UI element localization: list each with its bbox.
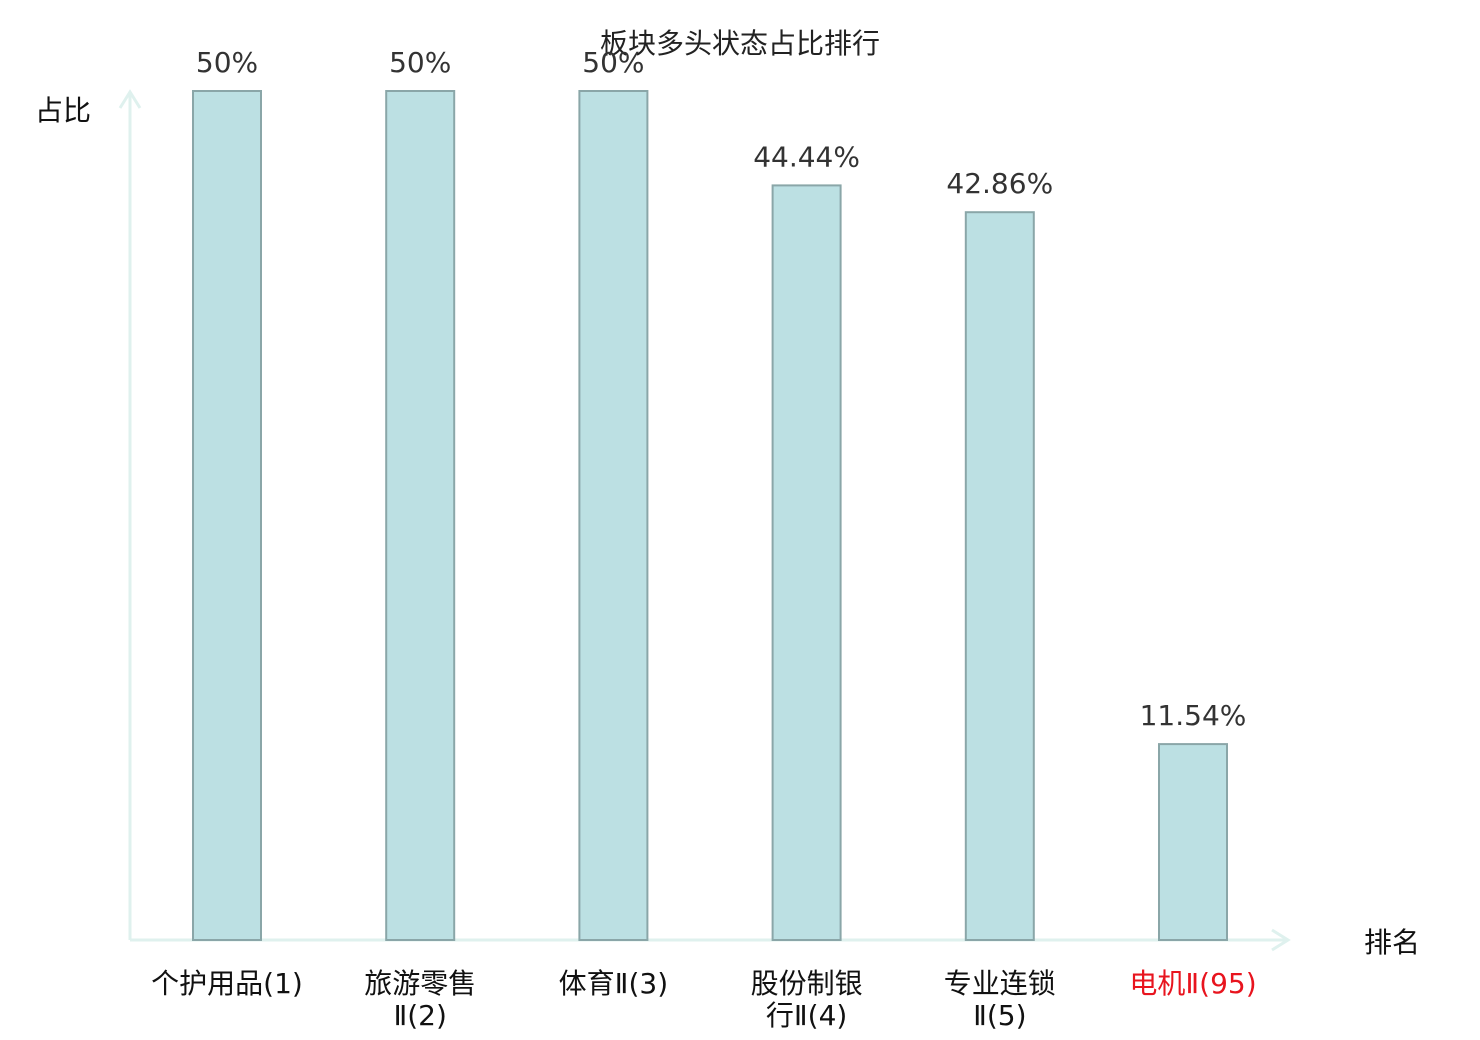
x-tick-label-4-line-2: 行Ⅱ(4) [766,999,847,1032]
x-tick-label-2-line-2: Ⅱ(2) [393,999,446,1032]
bar-2 [385,90,456,941]
axes [118,89,1291,952]
bar-3 [578,90,649,941]
x-tick-label-5: 专业连锁 Ⅱ(5) [944,967,1056,1032]
bar-6 [1158,743,1228,941]
x-tick-labels: 个护用品(1) 旅游零售 Ⅱ(2) 体育Ⅱ(3) 股份制银行Ⅱ(4) 专业连锁 Ⅱ(5) 电机… [151,967,1256,1032]
x-tick-label-2-line-1: 旅游零售 [364,967,476,1000]
value-labels: 50% 50% 50% 44.44% 42.86% 11.54% [196,46,1247,732]
x-tick-label-5-line-2: Ⅱ(5) [973,999,1026,1032]
bars [192,90,1228,941]
x-tick-label-6: 电机Ⅱ(95) [1129,967,1256,1000]
x-tick-label-4: 股份制银行Ⅱ(4) [751,967,863,1032]
value-label-2: 50% [389,46,451,79]
bar-5 [964,211,1035,941]
y-axis-label: 占比 [35,94,91,127]
y-axis-arrow [118,89,142,109]
value-label-6: 11.54% [1140,699,1247,732]
value-label-1: 50% [196,46,258,79]
x-tick-label-5-line-1: 专业连锁 [944,967,1056,1000]
value-label-3: 50% [582,46,644,79]
value-label-4: 44.44% [753,140,860,173]
x-axis-label: 排名 [1364,926,1420,959]
value-label-5: 42.86% [946,167,1053,200]
bar-1 [192,90,262,941]
x-tick-label-1: 个护用品(1) [151,967,303,1000]
x-tick-label-4-line-1: 股份制银 [751,967,863,1000]
x-tick-label-3-line-1: 体育Ⅱ(3) [559,967,668,1000]
bar-4 [771,184,842,941]
x-tick-label-6-line-1: 电机Ⅱ(95) [1129,967,1256,1000]
x-tick-label-1-line-1: 个护用品(1) [151,967,303,1000]
x-tick-label-3: 体育Ⅱ(3) [559,967,668,1000]
x-tick-label-2: 旅游零售 Ⅱ(2) [364,967,476,1032]
x-axis-arrow [1271,928,1291,952]
chart-title: 板块多头状态占比排行 [600,27,880,60]
